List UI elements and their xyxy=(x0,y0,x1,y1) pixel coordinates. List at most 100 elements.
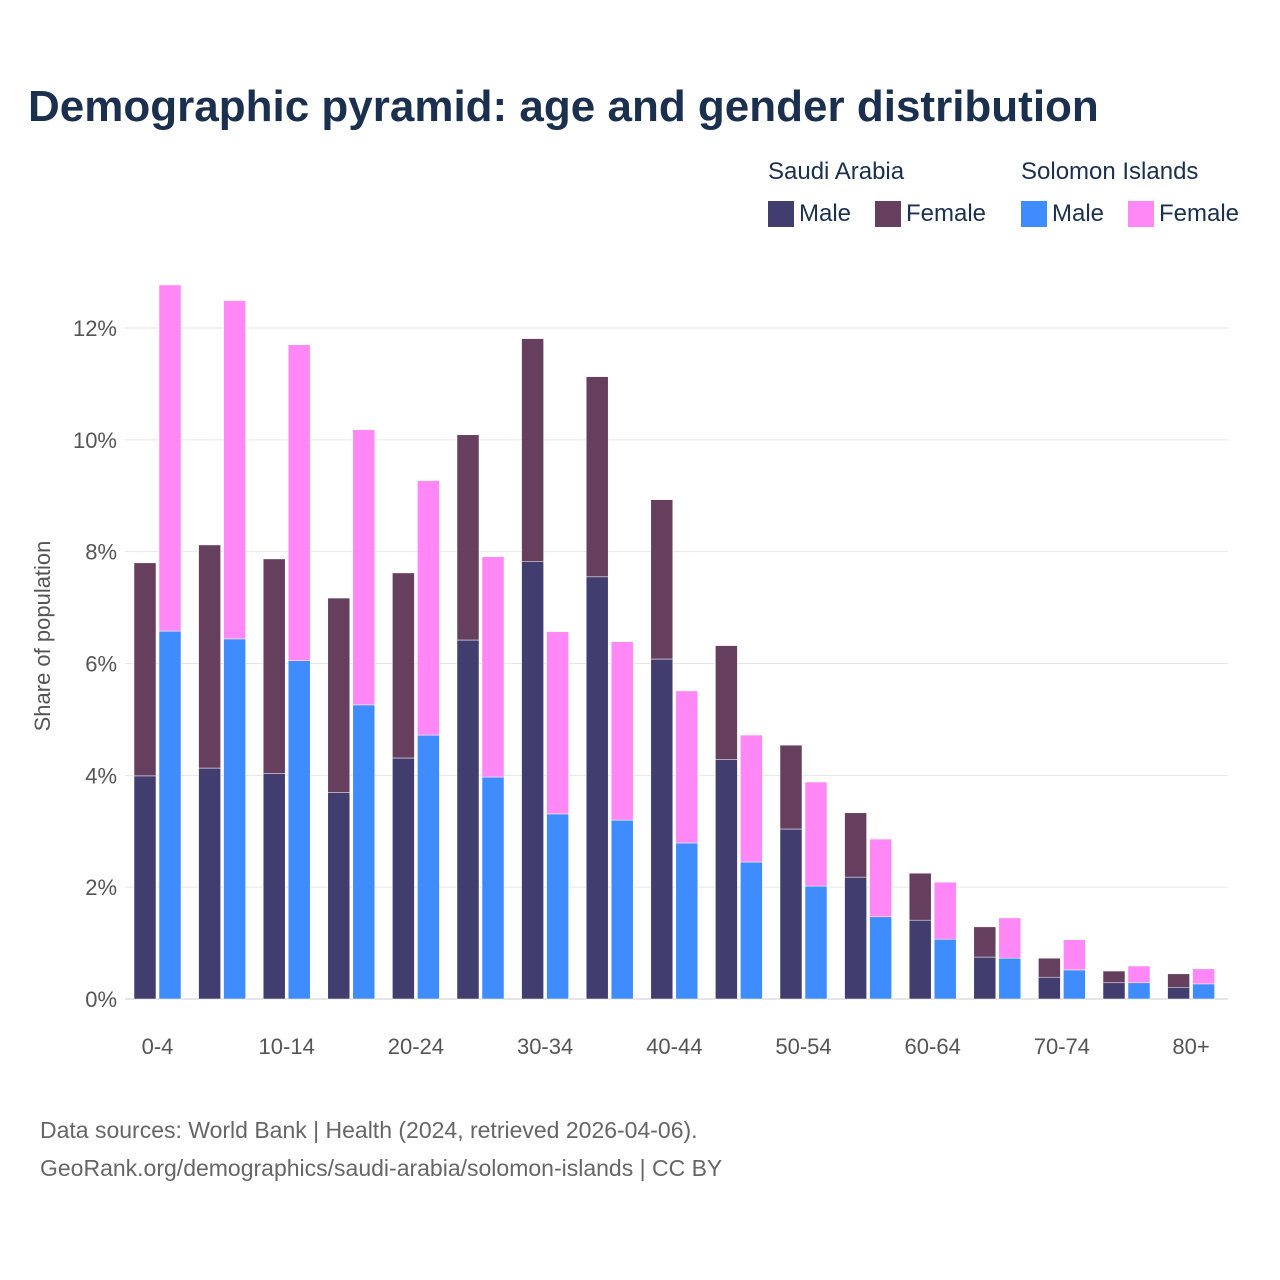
bar-saudi-arabia-male-40-44 xyxy=(650,658,674,1000)
bar-solomon-islands-male-30-34 xyxy=(546,813,569,1000)
bar-saudi-arabia-male-75-79 xyxy=(1102,982,1126,1000)
bar-saudi-arabia-male-45-49 xyxy=(715,759,738,1000)
bar-saudi-arabia-female-0-4 xyxy=(133,562,157,777)
legend-saudi-arabia-heading: Saudi Arabia xyxy=(768,158,905,185)
x-tick-label: 80+ xyxy=(1172,1034,1209,1059)
bar-solomon-islands-female-10-14 xyxy=(287,344,311,661)
bar-saudi-arabia-male-30-34 xyxy=(521,561,544,1000)
bar-solomon-islands-male-55-59 xyxy=(869,916,892,1000)
bar-solomon-islands-female-60-64 xyxy=(933,881,957,940)
y-tick-label: 12% xyxy=(73,316,117,341)
source-line-2[interactable]: GeoRank.org/demographics/saudi-arabia/so… xyxy=(40,1155,723,1181)
y-tick-label: 8% xyxy=(85,540,117,565)
y-tick-label: 6% xyxy=(85,652,117,677)
x-tick-label: 20-24 xyxy=(388,1034,444,1059)
bar-saudi-arabia-female-80+ xyxy=(1167,973,1190,988)
bar-solomon-islands-female-40-44 xyxy=(675,690,699,844)
bar-solomon-islands-male-65-69 xyxy=(998,957,1022,1000)
bar-saudi-arabia-male-10-14 xyxy=(262,773,286,1000)
legend-swatch xyxy=(1128,201,1154,227)
y-axis-label: Share of population xyxy=(30,541,55,732)
chart-title: Demographic pyramid: age and gender dist… xyxy=(28,82,1099,131)
bar-saudi-arabia-female-35-39 xyxy=(585,376,609,578)
x-tick-label: 10-14 xyxy=(259,1034,315,1059)
bar-saudi-arabia-female-5-9 xyxy=(198,544,221,769)
bar-saudi-arabia-male-60-64 xyxy=(908,919,932,1000)
bar-solomon-islands-female-5-9 xyxy=(223,300,246,640)
y-tick-label: 4% xyxy=(85,763,117,788)
bar-saudi-arabia-female-60-64 xyxy=(908,872,932,921)
bar-saudi-arabia-male-0-4 xyxy=(133,775,157,1000)
bar-saudi-arabia-female-75-79 xyxy=(1102,970,1126,984)
bar-saudi-arabia-female-55-59 xyxy=(844,812,867,878)
bar-solomon-islands-male-75-79 xyxy=(1127,982,1151,1000)
bar-solomon-islands-male-60-64 xyxy=(933,938,957,1000)
bar-solomon-islands-female-70-74 xyxy=(1063,939,1086,971)
bar-solomon-islands-male-20-24 xyxy=(417,734,440,1000)
legend-label: Male xyxy=(799,200,852,227)
bar-saudi-arabia-female-65-69 xyxy=(973,926,997,958)
x-tick-label: 50-54 xyxy=(775,1034,831,1059)
legend-swatch xyxy=(1021,201,1047,227)
x-tick-label: 60-64 xyxy=(905,1034,961,1059)
bar-saudi-arabia-female-10-14 xyxy=(262,558,286,774)
legend-solomon-female[interactable]: Female xyxy=(1128,200,1239,228)
x-tick-label: 30-34 xyxy=(517,1034,573,1059)
y-tick-label: 10% xyxy=(73,428,117,453)
legend-solomon-male[interactable]: Male xyxy=(1021,200,1104,228)
bar-solomon-islands-male-70-74 xyxy=(1063,969,1086,1000)
bar-saudi-arabia-female-45-49 xyxy=(715,645,738,760)
x-tick-label: 0-4 xyxy=(142,1034,174,1059)
bar-saudi-arabia-female-50-54 xyxy=(779,744,803,830)
legend-solomon-islands-heading: Solomon Islands xyxy=(1021,158,1199,185)
bar-saudi-arabia-male-25-29 xyxy=(456,639,480,1000)
bar-solomon-islands-male-25-29 xyxy=(481,776,505,1000)
y-tick-label: 2% xyxy=(85,875,117,900)
legend-swatch xyxy=(768,201,794,227)
bar-solomon-islands-female-75-79 xyxy=(1127,965,1151,984)
bar-saudi-arabia-female-70-74 xyxy=(1038,957,1061,978)
legend-label: Female xyxy=(906,200,987,227)
bar-solomon-islands-female-35-39 xyxy=(610,641,634,821)
bar-solomon-islands-male-40-44 xyxy=(675,842,699,1000)
legend-swatch xyxy=(875,201,901,227)
bar-solomon-islands-male-80+ xyxy=(1192,983,1215,1000)
legend-saudi-male[interactable]: Male xyxy=(768,200,851,228)
bar-saudi-arabia-male-50-54 xyxy=(779,828,803,1000)
bar-saudi-arabia-male-65-69 xyxy=(973,956,997,1000)
bar-saudi-arabia-female-40-44 xyxy=(650,499,674,660)
bar-solomon-islands-female-25-29 xyxy=(481,556,505,778)
bar-solomon-islands-male-0-4 xyxy=(158,630,182,1000)
bar-solomon-islands-male-50-54 xyxy=(804,885,828,1000)
legend-label: Male xyxy=(1052,200,1105,227)
bar-solomon-islands-male-15-19 xyxy=(352,704,376,1000)
bar-solomon-islands-male-45-49 xyxy=(740,861,763,1000)
bar-solomon-islands-female-15-19 xyxy=(352,429,376,706)
bar-saudi-arabia-male-20-24 xyxy=(392,757,415,1000)
source-line-1: Data sources: World Bank | Health (2024,… xyxy=(40,1117,698,1143)
bar-saudi-arabia-male-80+ xyxy=(1167,987,1190,1000)
bar-saudi-arabia-female-25-29 xyxy=(456,434,480,641)
bar-solomon-islands-female-20-24 xyxy=(417,480,440,736)
bar-solomon-islands-male-5-9 xyxy=(223,638,246,1000)
bar-saudi-arabia-male-35-39 xyxy=(585,576,609,1000)
bar-solomon-islands-female-45-49 xyxy=(740,734,763,863)
bar-saudi-arabia-female-20-24 xyxy=(392,572,415,759)
bar-saudi-arabia-male-15-19 xyxy=(327,792,351,1000)
bar-saudi-arabia-male-5-9 xyxy=(198,767,221,1000)
bar-saudi-arabia-female-30-34 xyxy=(521,338,544,562)
bar-solomon-islands-female-80+ xyxy=(1192,968,1215,985)
x-tick-label: 40-44 xyxy=(646,1034,702,1059)
bar-saudi-arabia-female-15-19 xyxy=(327,597,351,793)
bar-solomon-islands-male-10-14 xyxy=(287,660,311,1000)
bar-solomon-islands-female-50-54 xyxy=(804,781,828,887)
legend-saudi-female[interactable]: Female xyxy=(875,200,986,228)
bar-saudi-arabia-male-55-59 xyxy=(844,876,867,1000)
bar-solomon-islands-female-65-69 xyxy=(998,917,1022,959)
bar-solomon-islands-male-35-39 xyxy=(610,819,634,1000)
y-tick-label: 0% xyxy=(85,987,117,1012)
bar-solomon-islands-female-0-4 xyxy=(158,284,182,632)
legend-label: Female xyxy=(1159,200,1240,227)
bar-solomon-islands-female-30-34 xyxy=(546,631,569,815)
